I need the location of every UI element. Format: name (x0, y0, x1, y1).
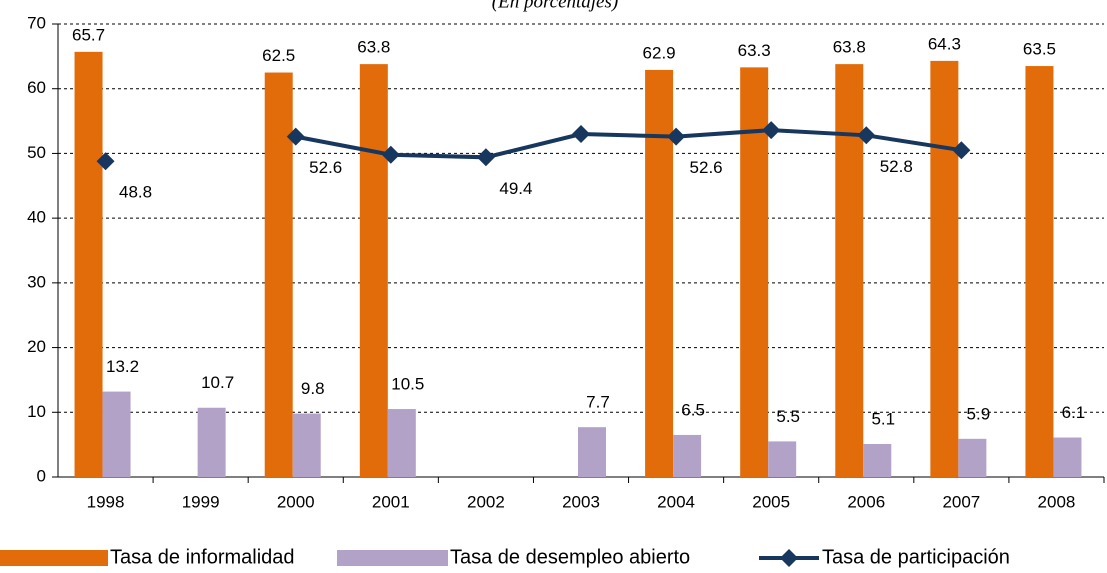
y-tick-label: 40 (27, 208, 46, 227)
data-label: 6.5 (681, 400, 705, 419)
data-label: 10.7 (201, 373, 234, 392)
x-tick-label: 2000 (277, 492, 315, 511)
bar (673, 434, 702, 477)
data-label: 62.5 (262, 46, 295, 65)
y-tick-label: 20 (27, 337, 46, 356)
bar (1053, 437, 1082, 477)
y-tick-label: 30 (27, 272, 46, 291)
data-label: 63.8 (833, 38, 866, 57)
x-tick-label: 2007 (942, 492, 980, 511)
legend-swatch (107, 550, 108, 566)
legend-label: Tasa de desempleo abierto (450, 546, 690, 568)
data-label: 9.8 (301, 379, 325, 398)
data-label: 52.6 (690, 158, 723, 177)
marker (762, 121, 781, 140)
marker (286, 127, 305, 146)
x-tick-label: 1999 (182, 492, 220, 511)
data-label: 52.8 (880, 157, 913, 176)
data-label: 62.9 (643, 43, 676, 62)
marker (857, 126, 876, 145)
chart-subtitle: (En porcentajes) (492, 0, 618, 12)
bar (930, 60, 959, 477)
legend-label: Tasa de informalidad (110, 546, 295, 568)
marker (667, 127, 686, 146)
data-label: 6.1 (1062, 403, 1086, 422)
y-tick-label: 0 (37, 466, 46, 485)
data-label: 5.1 (871, 409, 895, 428)
marker (952, 141, 971, 160)
data-label: 5.9 (967, 404, 991, 423)
x-tick-label: 2005 (752, 492, 790, 511)
data-label: 13.2 (106, 357, 139, 376)
marker (96, 152, 115, 171)
data-label: 52.6 (309, 158, 342, 177)
x-tick-label: 2001 (372, 492, 410, 511)
y-tick-label: 60 (27, 78, 46, 97)
bar (740, 67, 769, 477)
bar (1025, 66, 1054, 478)
y-tick-label: 50 (27, 143, 46, 162)
bar (387, 409, 416, 477)
legend-swatch (447, 550, 448, 566)
y-tick-label: 70 (27, 13, 46, 32)
x-tick-label: 2003 (562, 492, 600, 511)
bar (958, 438, 987, 477)
x-tick-label: 1998 (87, 492, 125, 511)
line (295, 128, 962, 160)
data-label: 65.7 (72, 25, 105, 44)
legend-swatch (337, 550, 447, 566)
legend-swatch (0, 550, 107, 566)
legend-label: Tasa de participación (822, 546, 1010, 568)
bar (292, 413, 321, 477)
data-label: 48.8 (119, 183, 152, 202)
data-label: 10.5 (391, 375, 424, 394)
bar (835, 64, 864, 477)
bar (578, 427, 606, 477)
bar (359, 64, 388, 477)
data-label: 64.3 (928, 34, 961, 53)
bar (197, 407, 226, 477)
data-label: 63.5 (1023, 40, 1056, 59)
bar (264, 72, 293, 478)
legend-marker (780, 549, 798, 567)
marker (381, 145, 400, 164)
bar (645, 69, 674, 477)
bar (768, 441, 797, 477)
marker (476, 148, 495, 167)
bar (74, 51, 103, 477)
data-label: 63.3 (738, 41, 771, 60)
x-tick-label: 2002 (467, 492, 505, 511)
data-label: 5.5 (776, 407, 800, 426)
y-tick-label: 10 (27, 402, 46, 421)
marker (572, 125, 590, 144)
bar (863, 443, 892, 477)
bar (102, 391, 131, 477)
data-label: 7.7 (586, 393, 610, 412)
x-tick-label: 2004 (657, 492, 695, 511)
data-label: 49.4 (499, 179, 532, 198)
data-label: 63.8 (357, 38, 390, 57)
x-tick-label: 2006 (847, 492, 885, 511)
x-tick-label: 2008 (1038, 492, 1076, 511)
